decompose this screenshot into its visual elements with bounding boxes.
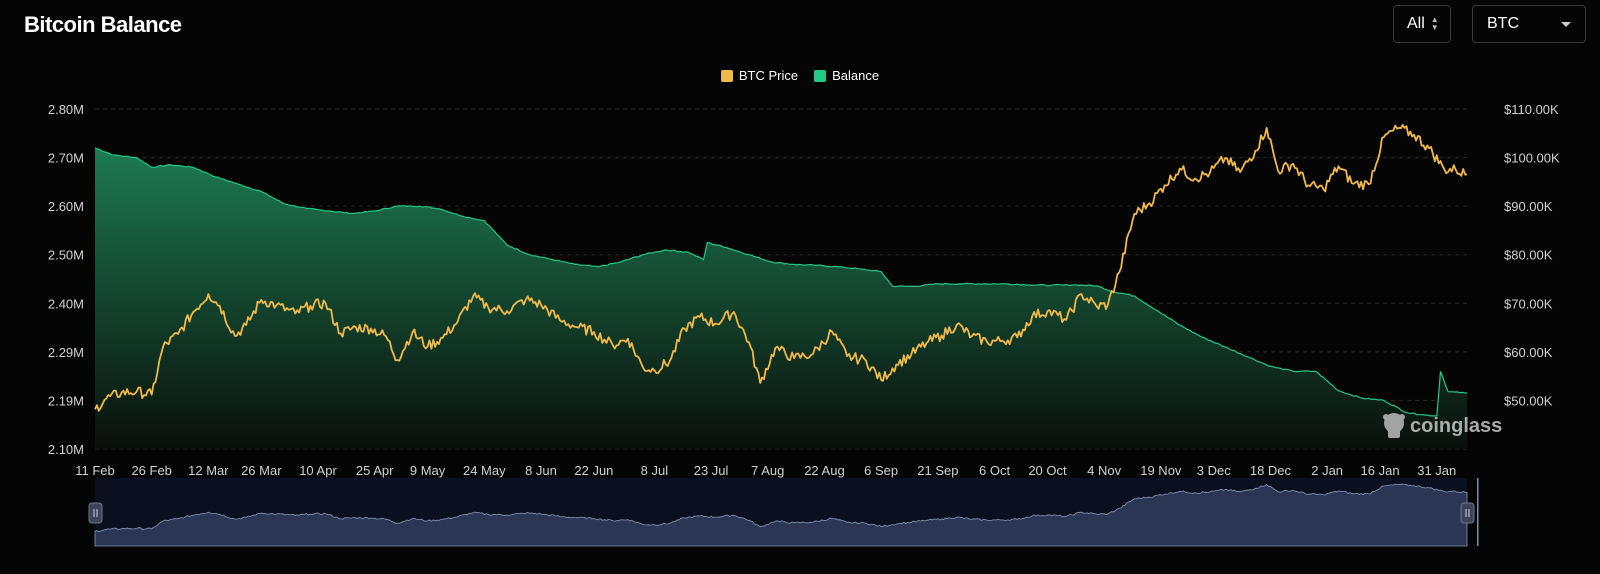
range-select-value: All [1407,15,1425,32]
up-down-chevron-icon: ▲ ▼ [1430,15,1439,32]
drag-handle-icon [1460,502,1475,524]
left-axis-tick-label: 2.10M [48,442,84,457]
left-axis-tick-label: 2.50M [48,248,84,263]
x-axis-tick-label: 9 May [410,463,446,478]
balance-line [94,147,1468,417]
x-axis-tick-label: 20 Oct [1028,463,1067,478]
legend-label-btc-price: BTC Price [738,68,799,83]
x-axis-tick-label: 22 Aug [804,463,845,478]
btc-price-line [94,124,1468,412]
x-axis-tick-label: 18 Dec [1250,463,1292,478]
x-axis-tick-label: 16 Jan [1361,463,1400,478]
navigator-series-area [94,483,1468,547]
btc-price-series [94,124,1468,412]
x-axis-tick-label: 21 Sep [917,463,958,478]
x-axis-tick-label: 8 Jul [641,463,669,478]
drag-handle-icon [88,502,103,524]
left-axis-tick-label: 2.40M [48,296,84,311]
right-axis-tick-label: $70.00K [1504,296,1553,311]
right-axis-tick-label: $80.00K [1504,248,1553,263]
left-axis-tick-label: 2.80M [48,102,84,117]
x-axis-tick-label: 11 Feb [75,463,115,478]
x-axis-tick-label: 6 Sep [864,463,898,478]
legend-swatch-balance [814,69,827,82]
legend-label-balance: Balance [832,68,880,83]
x-axis-tick-label: 23 Jul [694,463,729,478]
page-title: Bitcoin Balance [24,12,182,37]
left-axis: 2.10M 2.19M 2.29M 2.40M 2.50M 2.60M 2.70M 2.80M [48,102,84,457]
right-axis-tick-label: $60.00K [1504,345,1553,360]
asset-select-value: BTC [1487,15,1519,32]
asset-select[interactable]: BTC [1472,5,1586,43]
x-axis-tick-label: 7 Aug [751,463,784,478]
x-axis-tick-label: 12 Mar [188,463,229,478]
left-axis-tick-label: 2.60M [48,199,84,214]
x-axis-tick-label: 19 Nov [1140,463,1182,478]
navigator-handle-right[interactable] [1460,502,1475,524]
time-range-navigator[interactable] [88,478,1479,547]
x-axis-tick-label: 6 Oct [979,463,1010,478]
right-axis-tick-label: $90.00K [1504,199,1553,214]
x-axis-tick-label: 26 Mar [241,463,282,478]
legend-item-balance[interactable]: Balance [814,68,879,83]
balance-series [94,147,1468,449]
x-axis-tick-label: 26 Feb [131,463,171,478]
watermark-text: coinglass [1410,415,1502,437]
x-axis-tick-label: 24 May [463,463,506,478]
left-axis-tick-label: 2.19M [48,393,84,408]
x-axis-tick-label: 10 Apr [299,463,337,478]
right-axis-tick-label: $110.00K [1504,102,1559,117]
right-axis: $50.00K $60.00K $70.00K $80.00K $90.00K $100.… [1504,102,1560,408]
x-axis: 11 Feb 26 Feb 12 Mar 26 Mar 10 Apr 25 Apr 9 Ma… [75,463,1456,478]
x-axis-tick-label: 2 Jan [1311,463,1343,478]
chart-legend: BTC Price Balance [0,68,1600,83]
right-axis-tick-label: $100.00K [1504,151,1560,166]
right-axis-tick-label: $50.00K [1504,393,1553,408]
left-axis-tick-label: 2.70M [48,151,84,166]
x-axis-tick-label: 31 Jan [1417,463,1456,478]
navigator-selection-edge [1477,478,1479,546]
x-axis-tick-label: 22 Jun [574,463,613,478]
x-axis-tick-label: 8 Jun [525,463,557,478]
chevron-down-icon [1561,21,1571,27]
balance-area [95,147,1467,449]
navigator-handle-left[interactable] [88,502,103,524]
coinglass-logo-icon [1383,413,1405,438]
left-axis-tick-label: 2.29M [48,345,84,360]
legend-swatch-btc-price [720,69,733,82]
watermark: coinglass [1383,413,1502,438]
range-select[interactable]: All ▲ ▼ [1393,5,1451,43]
x-axis-tick-label: 4 Nov [1087,463,1121,478]
x-axis-tick-label: 25 Apr [356,463,394,478]
legend-item-btc-price[interactable]: BTC Price [720,68,799,83]
x-axis-tick-label: 3 Dec [1197,463,1231,478]
